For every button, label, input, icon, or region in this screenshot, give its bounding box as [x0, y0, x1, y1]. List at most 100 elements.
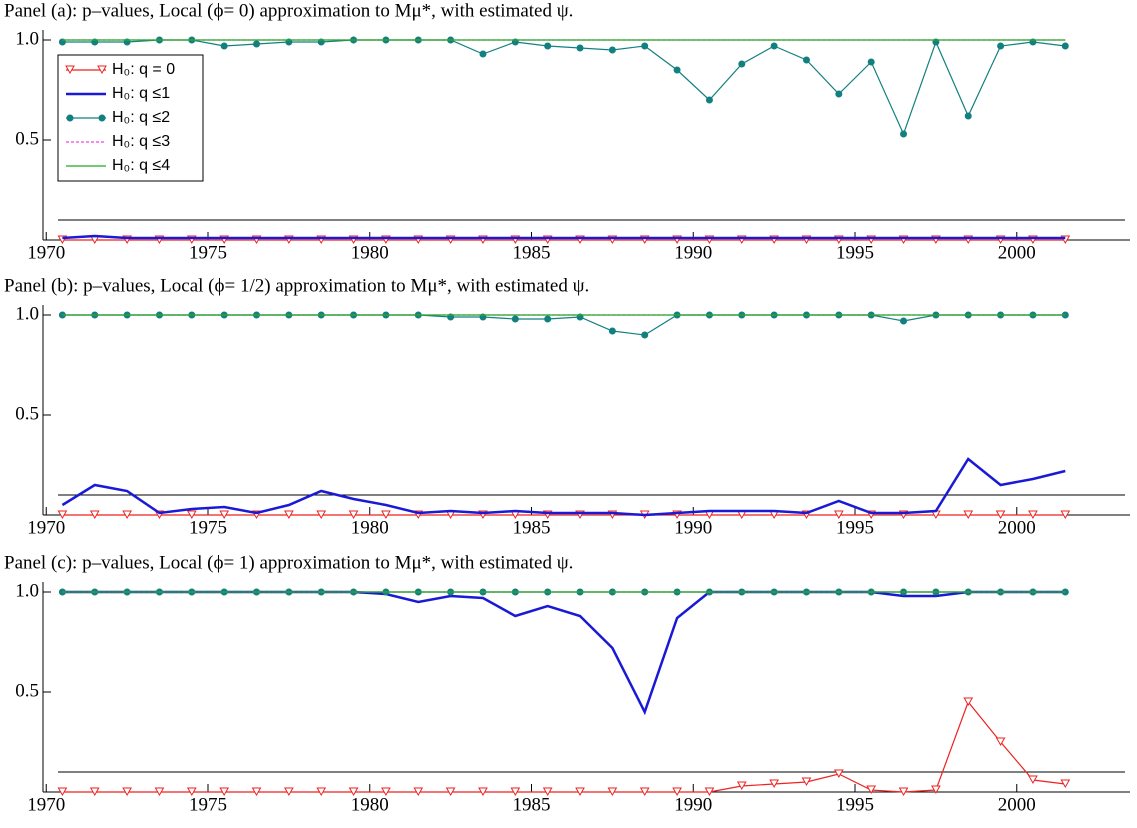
point — [608, 327, 616, 335]
x-tick-label: 1995 — [836, 794, 874, 815]
legend-label: H₀: q = 0 — [112, 61, 175, 78]
x-tick-label: 1970 — [27, 794, 65, 815]
x-tick-label: 1975 — [189, 517, 227, 538]
point — [1061, 42, 1069, 50]
point — [575, 787, 585, 797]
series-line — [62, 590, 1066, 716]
point — [284, 510, 294, 520]
point — [220, 42, 228, 50]
point — [57, 787, 68, 797]
point — [1060, 779, 1071, 789]
point — [219, 787, 230, 797]
legend-label: H₀: q ≤3 — [112, 133, 170, 150]
point — [736, 781, 747, 791]
x-tick-label: 2000 — [998, 794, 1036, 815]
point — [348, 510, 359, 520]
x-tick-label: 1985 — [513, 794, 551, 815]
point — [1028, 775, 1038, 785]
point — [641, 42, 649, 50]
legend-marker — [98, 114, 106, 122]
point — [738, 60, 746, 68]
x-tick-label: 2000 — [998, 242, 1036, 263]
series-line — [62, 234, 1066, 240]
point — [963, 510, 974, 520]
legend-marker — [97, 65, 107, 75]
legend-label: H₀: q ≤4 — [112, 157, 170, 174]
point — [963, 697, 974, 707]
series-line — [62, 700, 1066, 793]
y-tick-label: 0.5 — [15, 680, 39, 701]
legend-label: H₀: q ≤2 — [112, 109, 170, 126]
y-tick-label: 0.5 — [15, 128, 39, 149]
point — [931, 785, 941, 795]
x-tick-label: 2000 — [998, 517, 1036, 538]
legend-marker — [65, 65, 75, 75]
y-tick-label: 1.0 — [15, 28, 39, 49]
point — [867, 58, 875, 66]
series-line — [62, 314, 1066, 336]
point — [835, 90, 843, 98]
point — [705, 96, 713, 104]
series-line — [61, 457, 1066, 517]
point — [57, 510, 68, 520]
point — [704, 787, 715, 797]
point — [608, 46, 616, 54]
y-tick-label: 1.0 — [15, 580, 39, 601]
point — [316, 787, 327, 797]
point — [186, 510, 197, 520]
point — [542, 787, 553, 797]
point — [348, 787, 359, 797]
x-tick-label: 1980 — [351, 517, 389, 538]
x-tick-label: 1995 — [836, 517, 874, 538]
point — [219, 510, 230, 520]
point — [672, 787, 682, 797]
point — [866, 785, 877, 795]
point — [381, 510, 391, 520]
point — [769, 779, 779, 789]
point — [639, 787, 650, 797]
point — [1028, 510, 1038, 520]
point — [801, 777, 812, 787]
x-tick-label: 1975 — [189, 242, 227, 263]
point — [544, 42, 552, 50]
point — [900, 317, 908, 325]
x-tick-label: 1985 — [513, 242, 551, 263]
point — [284, 787, 294, 797]
x-tick-label: 1970 — [27, 517, 65, 538]
point — [898, 787, 909, 797]
point — [802, 56, 810, 64]
x-tick-label: 1990 — [674, 517, 712, 538]
point — [413, 787, 424, 797]
point — [316, 510, 327, 520]
panel-title: Panel (a): p–values, Local (ϕ= 0) approx… — [4, 0, 573, 21]
y-tick-label: 0.5 — [15, 403, 39, 424]
point — [122, 510, 132, 520]
point — [995, 510, 1006, 520]
point — [673, 66, 681, 74]
x-tick-label: 1990 — [674, 242, 712, 263]
point — [511, 315, 519, 323]
panel-title: Panel (c): p–values, Local (ϕ= 1) approx… — [4, 552, 573, 573]
panel-title: Panel (b): p–values, Local (ϕ= 1/2) appr… — [4, 275, 589, 296]
x-tick-label: 1990 — [674, 794, 712, 815]
point — [186, 787, 197, 797]
point — [900, 130, 908, 138]
point — [479, 50, 487, 58]
point — [89, 787, 100, 797]
legend-marker — [66, 114, 74, 122]
y-tick-label: 1.0 — [15, 303, 39, 324]
point — [607, 787, 618, 797]
x-tick-label: 1980 — [351, 242, 389, 263]
point — [833, 769, 844, 779]
point — [510, 787, 521, 797]
x-tick-label: 1975 — [189, 794, 227, 815]
point — [251, 787, 262, 797]
point — [122, 787, 132, 797]
point — [544, 315, 552, 323]
point — [995, 737, 1006, 747]
point — [1060, 510, 1071, 520]
point — [770, 42, 778, 50]
x-tick-label: 1980 — [351, 794, 389, 815]
point — [381, 787, 391, 797]
